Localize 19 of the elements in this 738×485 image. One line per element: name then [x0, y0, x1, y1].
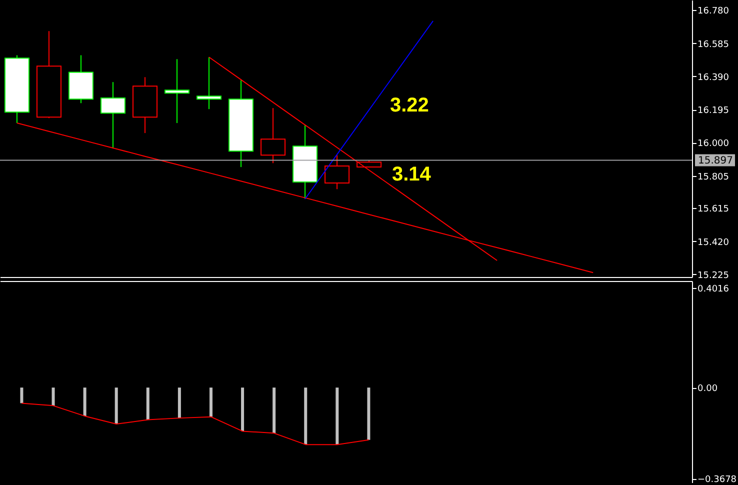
line-series: [21, 402, 370, 446]
y-tick-label: 15.420: [698, 238, 730, 248]
ref-line-label: 15.897: [698, 155, 733, 166]
annotation: 3.14: [392, 164, 432, 186]
y-tick-label: 15.615: [698, 204, 729, 215]
y-tick-label: 16.195: [698, 106, 729, 116]
y-tick-label: 16.780: [698, 6, 730, 17]
annotation: 3.22: [390, 94, 429, 116]
line-series: [304, 20, 434, 200]
y-tick-label: 0.4016: [698, 284, 730, 295]
y-tick-label: 15.225: [698, 270, 729, 281]
candlestick: [164, 58, 190, 124]
y-tick-label: 16.390: [698, 72, 730, 83]
y-tick-label: −0.3678: [698, 475, 737, 485]
y-tick-label: 0.00: [698, 384, 718, 394]
candlestick: [196, 56, 222, 110]
y-tick-label: 16.000: [698, 139, 730, 150]
y-tick-label: 16.585: [698, 40, 729, 50]
y-tick-label: 15.805: [698, 172, 729, 182]
